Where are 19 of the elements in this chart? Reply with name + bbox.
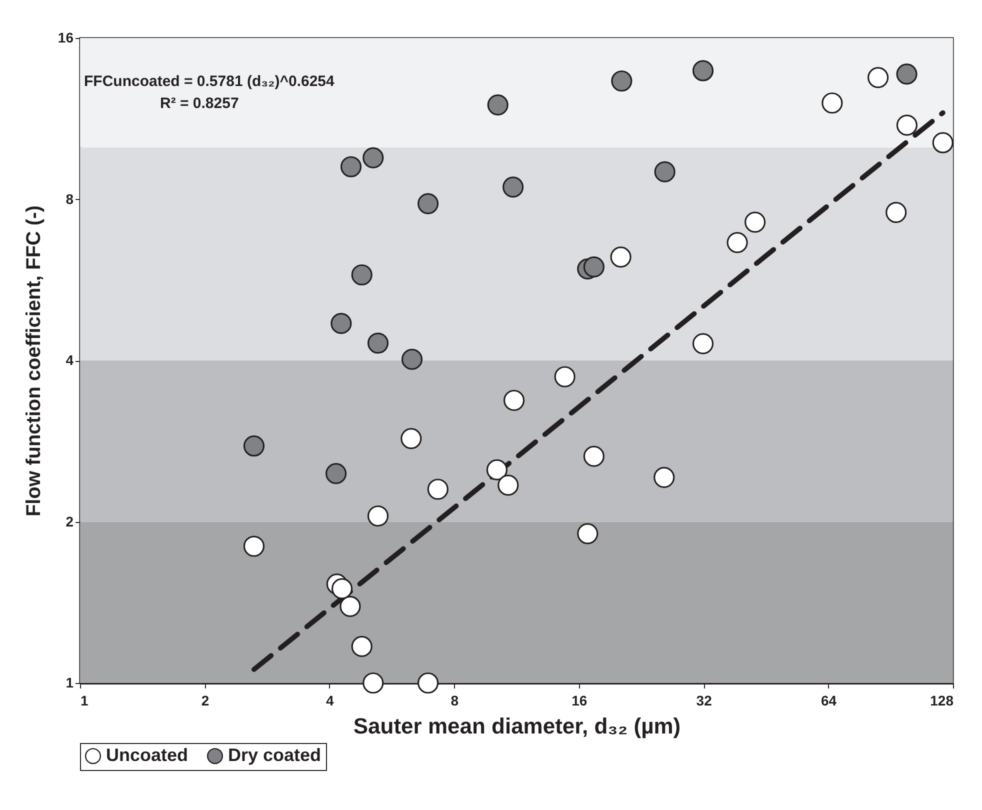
x-tick-label: 8 [450,692,459,708]
x-tick-label: 4 [326,692,334,708]
x-tick-label: 16 [572,692,588,708]
y-tick-label: 2 [66,513,74,530]
x-tick-label: 1 [80,692,88,708]
x-tick-label: 128 [930,692,954,708]
x-tick-label: 32 [696,692,712,708]
y-tick-label: 4 [66,352,74,368]
y-axis-title: Flow function coefficient, FFC (-) [22,205,45,517]
y-tick-label: 1 [66,674,74,690]
y-tick-label: 8 [66,190,74,207]
legend-label: Dry coated [228,745,322,766]
legend-label: Uncoated [106,745,188,766]
x-axis-title: Sauter mean diameter, d₃₂ (µm) [353,714,681,738]
x-tick-label: 64 [820,692,837,708]
annotation: FFCuncoated = 0.5781 (d₃₂)^0.6254 [84,73,336,90]
annotation: R² = 0.8257 [160,95,239,112]
x-tick-label: 2 [201,692,210,708]
y-tick-label: 16 [58,30,74,46]
